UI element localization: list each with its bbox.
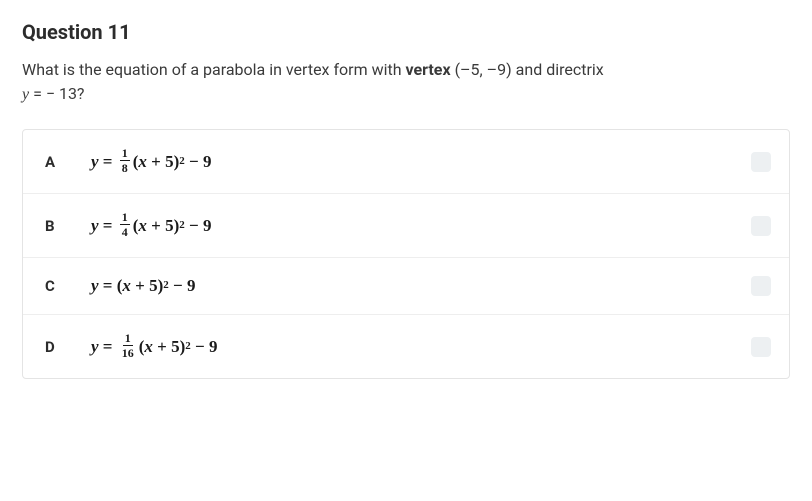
option-letter: B — [45, 217, 91, 235]
option-b[interactable]: B y = 14(x + 5)2 − 9 — [23, 194, 789, 258]
option-d[interactable]: D y = 116(x + 5)2 − 9 — [23, 315, 789, 378]
prompt-text-3: = − 13? — [29, 84, 84, 103]
prompt-text-1: What is the equation of a parabola in ve… — [22, 60, 406, 79]
option-checkbox[interactable] — [751, 216, 771, 236]
option-checkbox[interactable] — [751, 276, 771, 296]
option-letter: A — [45, 153, 91, 171]
option-c[interactable]: C y = (x + 5)2 − 9 — [23, 258, 789, 315]
option-checkbox[interactable] — [751, 337, 771, 357]
question-prompt: What is the equation of a parabola in ve… — [22, 58, 790, 107]
prompt-bold: vertex — [406, 60, 451, 79]
option-letter: D — [45, 338, 91, 356]
prompt-text-2: (–5, –9) and directrix — [451, 60, 604, 79]
options-list: A y = 18(x + 5)2 − 9 B y = 14(x + 5)2 − … — [22, 129, 790, 379]
option-equation: y = 116(x + 5)2 − 9 — [91, 333, 217, 360]
option-letter: C — [45, 277, 91, 295]
option-checkbox[interactable] — [751, 152, 771, 172]
option-equation: y = 18(x + 5)2 − 9 — [91, 148, 211, 175]
option-equation: y = 14(x + 5)2 − 9 — [91, 212, 211, 239]
option-equation: y = (x + 5)2 − 9 — [91, 276, 195, 296]
question-title: Question 11 — [22, 20, 790, 44]
option-a[interactable]: A y = 18(x + 5)2 − 9 — [23, 130, 789, 194]
